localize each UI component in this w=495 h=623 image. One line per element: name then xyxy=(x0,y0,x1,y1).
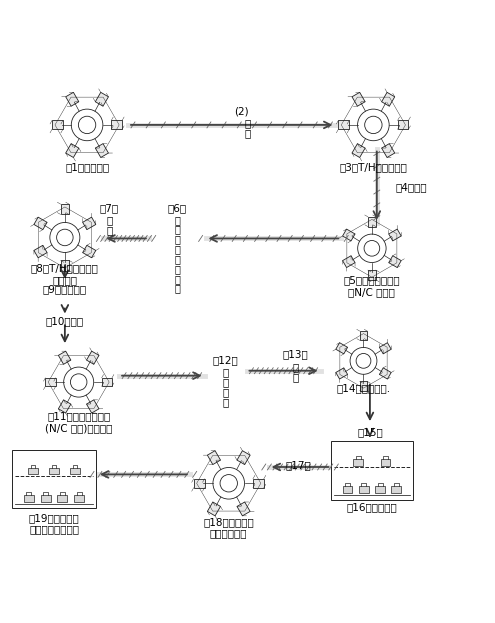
Text: （4）搬运: （4）搬运 xyxy=(396,182,427,192)
Bar xyxy=(331,441,413,500)
Polygon shape xyxy=(379,343,391,354)
Bar xyxy=(359,487,369,493)
Text: （1）底盘切削: （1）底盘切削 xyxy=(65,162,109,172)
Bar xyxy=(375,487,385,493)
Text: 核
对
尺
寸: 核 对 尺 寸 xyxy=(222,367,228,407)
Polygon shape xyxy=(237,450,250,465)
Bar xyxy=(41,495,50,502)
Bar xyxy=(12,450,96,508)
Text: （11）口袋内外加工
(N/C 铣刀)检查完成: （11）口袋内外加工 (N/C 铣刀)检查完成 xyxy=(45,411,112,433)
Bar xyxy=(49,467,59,475)
Bar xyxy=(381,459,391,465)
Polygon shape xyxy=(360,381,367,391)
Polygon shape xyxy=(343,229,355,241)
Polygon shape xyxy=(253,479,264,488)
Text: （3）T/H标准孔钻床: （3）T/H标准孔钻床 xyxy=(340,162,407,172)
Polygon shape xyxy=(34,217,47,230)
Bar xyxy=(343,487,352,493)
Polygon shape xyxy=(194,479,204,488)
Polygon shape xyxy=(368,270,376,280)
Bar xyxy=(70,467,80,475)
Polygon shape xyxy=(237,502,250,516)
Polygon shape xyxy=(61,204,69,214)
Polygon shape xyxy=(46,378,56,386)
Polygon shape xyxy=(87,400,99,413)
Text: (2): (2) xyxy=(234,107,249,117)
Polygon shape xyxy=(352,144,365,158)
Polygon shape xyxy=(389,229,401,241)
Polygon shape xyxy=(389,255,401,267)
Text: （5）口袋外周切削
（N/C 铣刀）: （5）口袋外周切削 （N/C 铣刀） xyxy=(344,275,400,297)
Polygon shape xyxy=(207,450,220,465)
Polygon shape xyxy=(352,92,365,106)
Text: （6）: （6） xyxy=(168,202,187,213)
Polygon shape xyxy=(83,245,96,258)
Text: （17）: （17） xyxy=(286,460,311,470)
Bar xyxy=(28,467,38,475)
Polygon shape xyxy=(52,120,63,130)
Text: 搬
运: 搬 运 xyxy=(106,215,112,235)
Polygon shape xyxy=(34,245,47,258)
Text: 测
定
（
自
己
确
认
）: 测 定 （ 自 己 确 认 ） xyxy=(174,215,180,293)
Text: （8）T/H标准孔修正
（钻床）: （8）T/H标准孔修正 （钻床） xyxy=(31,264,99,285)
Polygon shape xyxy=(382,144,395,158)
Text: （18）尺寸检查
（整体各项）: （18）尺寸检查 （整体各项） xyxy=(203,517,254,538)
Polygon shape xyxy=(368,217,376,227)
Polygon shape xyxy=(96,144,108,158)
Polygon shape xyxy=(87,351,99,364)
Text: 搬
运: 搬 运 xyxy=(245,118,250,138)
Bar xyxy=(392,487,401,493)
Bar xyxy=(24,495,34,502)
Polygon shape xyxy=(66,144,79,158)
Polygon shape xyxy=(360,331,367,340)
Polygon shape xyxy=(397,120,408,130)
Text: （13）: （13） xyxy=(283,350,309,359)
Text: 搬
运: 搬 运 xyxy=(293,362,299,382)
Text: （9）主要核对: （9）主要核对 xyxy=(43,284,87,294)
Polygon shape xyxy=(379,368,391,379)
Text: （12）: （12） xyxy=(212,355,238,365)
Polygon shape xyxy=(96,92,108,106)
Bar xyxy=(57,495,67,502)
Polygon shape xyxy=(343,255,355,267)
Polygon shape xyxy=(101,378,112,386)
Polygon shape xyxy=(336,343,347,354)
Polygon shape xyxy=(66,92,79,106)
Polygon shape xyxy=(207,502,220,516)
Text: （19）检查完成
（放在架上保管）: （19）检查完成 （放在架上保管） xyxy=(29,513,79,535)
Polygon shape xyxy=(382,92,395,106)
Text: （16）临时放置: （16）临时放置 xyxy=(346,503,397,513)
Text: （15）: （15） xyxy=(357,427,383,437)
Polygon shape xyxy=(336,368,347,379)
Polygon shape xyxy=(111,120,122,130)
Bar xyxy=(353,459,363,465)
Text: （14）底盘加工.: （14）底盘加工. xyxy=(337,384,391,394)
Bar xyxy=(74,495,84,502)
Polygon shape xyxy=(61,260,69,271)
Polygon shape xyxy=(58,400,71,413)
Text: （7）: （7） xyxy=(99,202,119,213)
Polygon shape xyxy=(338,120,349,130)
Text: （10）搬运: （10）搬运 xyxy=(46,316,84,326)
Polygon shape xyxy=(58,351,71,364)
Polygon shape xyxy=(83,217,96,230)
